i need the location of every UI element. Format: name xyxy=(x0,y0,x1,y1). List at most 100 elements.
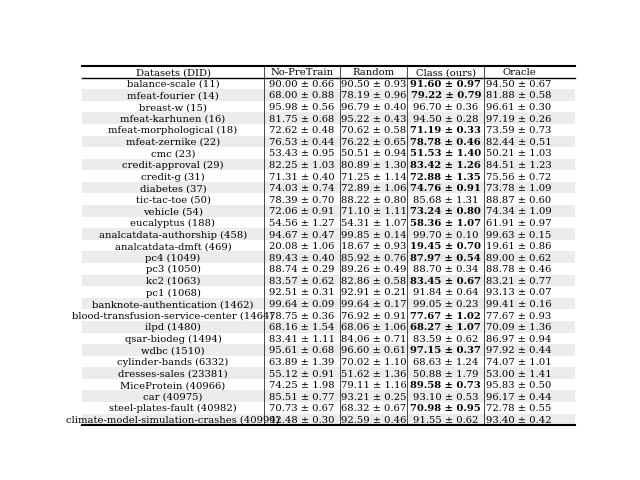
Text: 19.61 ± 0.86: 19.61 ± 0.86 xyxy=(486,241,552,251)
Text: blood-transfusion-service-center (1464): blood-transfusion-service-center (1464) xyxy=(72,311,274,320)
Text: analcatdata-dmft (469): analcatdata-dmft (469) xyxy=(115,241,232,251)
Text: kc2 (1063): kc2 (1063) xyxy=(146,276,200,285)
Text: Random: Random xyxy=(353,68,395,77)
Text: 73.59 ± 0.73: 73.59 ± 0.73 xyxy=(486,126,552,135)
Text: 19.45 ± 0.70: 19.45 ± 0.70 xyxy=(410,241,481,251)
Text: 88.74 ± 0.29: 88.74 ± 0.29 xyxy=(269,265,335,274)
Text: 91.84 ± 0.64: 91.84 ± 0.64 xyxy=(413,288,479,297)
Text: 74.03 ± 0.74: 74.03 ± 0.74 xyxy=(269,184,335,193)
Text: 92.48 ± 0.30: 92.48 ± 0.30 xyxy=(269,415,335,424)
Text: 97.92 ± 0.44: 97.92 ± 0.44 xyxy=(486,346,552,355)
Text: 93.10 ± 0.53: 93.10 ± 0.53 xyxy=(413,392,479,401)
Text: 51.53 ± 1.40: 51.53 ± 1.40 xyxy=(410,149,481,158)
Text: vehicle (54): vehicle (54) xyxy=(143,207,203,216)
Text: dresses-sales (23381): dresses-sales (23381) xyxy=(118,369,228,378)
Text: wdbc (1510): wdbc (1510) xyxy=(141,346,205,355)
Text: 73.24 ± 0.80: 73.24 ± 0.80 xyxy=(410,207,481,216)
Bar xyxy=(83,275,575,287)
Text: 77.67 ± 0.93: 77.67 ± 0.93 xyxy=(486,311,552,320)
Text: No-PreTrain: No-PreTrain xyxy=(270,68,333,77)
Text: 78.39 ± 0.70: 78.39 ± 0.70 xyxy=(269,195,335,204)
Bar xyxy=(83,113,575,125)
Text: mfeat-fourier (14): mfeat-fourier (14) xyxy=(127,91,219,100)
Text: 77.67 ± 1.02: 77.67 ± 1.02 xyxy=(410,311,481,320)
Text: 92.91 ± 0.21: 92.91 ± 0.21 xyxy=(341,288,406,297)
Text: 58.36 ± 1.07: 58.36 ± 1.07 xyxy=(410,218,481,228)
Text: 93.40 ± 0.42: 93.40 ± 0.42 xyxy=(486,415,552,424)
Text: 72.62 ± 0.48: 72.62 ± 0.48 xyxy=(269,126,335,135)
Text: 70.98 ± 0.95: 70.98 ± 0.95 xyxy=(410,404,481,412)
Text: 50.51 ± 0.94: 50.51 ± 0.94 xyxy=(341,149,406,158)
Text: 83.59 ± 0.62: 83.59 ± 0.62 xyxy=(413,334,479,343)
Text: 99.05 ± 0.23: 99.05 ± 0.23 xyxy=(413,300,479,309)
Text: 96.79 ± 0.40: 96.79 ± 0.40 xyxy=(341,103,406,112)
Text: 70.09 ± 1.36: 70.09 ± 1.36 xyxy=(486,323,552,332)
Bar xyxy=(83,136,575,148)
Text: 81.75 ± 0.68: 81.75 ± 0.68 xyxy=(269,114,335,123)
Text: 51.62 ± 1.36: 51.62 ± 1.36 xyxy=(341,369,406,378)
Text: 96.60 ± 0.61: 96.60 ± 0.61 xyxy=(341,346,406,355)
Text: 94.50 ± 0.28: 94.50 ± 0.28 xyxy=(413,114,479,123)
Text: 89.43 ± 0.40: 89.43 ± 0.40 xyxy=(269,253,335,262)
Bar xyxy=(83,90,575,102)
Text: 71.19 ± 0.33: 71.19 ± 0.33 xyxy=(410,126,481,135)
Text: cmc (23): cmc (23) xyxy=(151,149,195,158)
Text: 99.85 ± 0.14: 99.85 ± 0.14 xyxy=(341,230,406,239)
Text: credit-g (31): credit-g (31) xyxy=(141,172,205,181)
Text: Oracle: Oracle xyxy=(502,68,536,77)
Bar xyxy=(83,182,575,194)
Text: 93.13 ± 0.07: 93.13 ± 0.07 xyxy=(486,288,552,297)
Text: 68.63 ± 1.24: 68.63 ± 1.24 xyxy=(413,357,479,366)
Text: 85.92 ± 0.76: 85.92 ± 0.76 xyxy=(341,253,406,262)
Text: 68.00 ± 0.88: 68.00 ± 0.88 xyxy=(269,91,335,100)
Text: 54.56 ± 1.27: 54.56 ± 1.27 xyxy=(269,218,335,228)
Text: 99.64 ± 0.09: 99.64 ± 0.09 xyxy=(269,300,335,309)
Text: 78.75 ± 0.36: 78.75 ± 0.36 xyxy=(269,311,335,320)
Text: 76.22 ± 0.65: 76.22 ± 0.65 xyxy=(341,138,406,146)
Text: 90.00 ± 0.66: 90.00 ± 0.66 xyxy=(269,80,335,89)
Text: 71.10 ± 1.11: 71.10 ± 1.11 xyxy=(341,207,407,216)
Text: 85.51 ± 0.77: 85.51 ± 0.77 xyxy=(269,392,335,401)
Text: 96.70 ± 0.36: 96.70 ± 0.36 xyxy=(413,103,478,112)
Text: 83.57 ± 0.62: 83.57 ± 0.62 xyxy=(269,276,335,285)
Text: 96.61 ± 0.30: 96.61 ± 0.30 xyxy=(486,103,552,112)
Text: 76.53 ± 0.44: 76.53 ± 0.44 xyxy=(269,138,335,146)
Text: 95.22 ± 0.43: 95.22 ± 0.43 xyxy=(341,114,406,123)
Text: tic-tac-toe (50): tic-tac-toe (50) xyxy=(136,195,211,204)
Text: 79.11 ± 1.16: 79.11 ± 1.16 xyxy=(341,380,407,389)
Bar xyxy=(83,229,575,240)
Text: 82.25 ± 1.03: 82.25 ± 1.03 xyxy=(269,161,335,169)
Bar xyxy=(83,298,575,310)
Text: 79.22 ± 0.79: 79.22 ± 0.79 xyxy=(410,91,481,100)
Text: Class (ours): Class (ours) xyxy=(416,68,476,77)
Text: 95.98 ± 0.56: 95.98 ± 0.56 xyxy=(269,103,335,112)
Text: 68.16 ± 1.54: 68.16 ± 1.54 xyxy=(269,323,335,332)
Text: 70.62 ± 0.58: 70.62 ± 0.58 xyxy=(341,126,406,135)
Text: 73.78 ± 1.09: 73.78 ± 1.09 xyxy=(486,184,552,193)
Text: MiceProtein (40966): MiceProtein (40966) xyxy=(120,380,226,389)
Text: 96.17 ± 0.44: 96.17 ± 0.44 xyxy=(486,392,552,401)
Text: 84.06 ± 0.71: 84.06 ± 0.71 xyxy=(341,334,406,343)
Text: 83.42 ± 1.26: 83.42 ± 1.26 xyxy=(410,161,481,169)
Text: 82.86 ± 0.58: 82.86 ± 0.58 xyxy=(341,276,406,285)
Text: cylinder-bands (6332): cylinder-bands (6332) xyxy=(117,357,228,366)
Text: 82.44 ± 0.51: 82.44 ± 0.51 xyxy=(486,138,552,146)
Text: 99.64 ± 0.17: 99.64 ± 0.17 xyxy=(341,300,406,309)
Text: 72.78 ± 0.55: 72.78 ± 0.55 xyxy=(486,404,552,412)
Text: 83.41 ± 1.11: 83.41 ± 1.11 xyxy=(269,334,335,343)
Text: steel-plates-fault (40982): steel-plates-fault (40982) xyxy=(109,404,237,412)
Text: 91.55 ± 0.62: 91.55 ± 0.62 xyxy=(413,415,479,424)
Text: 54.31 ± 1.07: 54.31 ± 1.07 xyxy=(341,218,407,228)
Bar xyxy=(83,205,575,217)
Text: 74.07 ± 1.01: 74.07 ± 1.01 xyxy=(486,357,552,366)
Text: 63.89 ± 1.39: 63.89 ± 1.39 xyxy=(269,357,335,366)
Text: 61.91 ± 0.97: 61.91 ± 0.97 xyxy=(486,218,552,228)
Text: 18.67 ± 0.93: 18.67 ± 0.93 xyxy=(341,241,406,251)
Text: 78.19 ± 0.96: 78.19 ± 0.96 xyxy=(341,91,406,100)
Bar xyxy=(83,159,575,171)
Text: 97.19 ± 0.26: 97.19 ± 0.26 xyxy=(486,114,552,123)
Text: 71.31 ± 0.40: 71.31 ± 0.40 xyxy=(269,172,335,181)
Text: 80.89 ± 1.30: 80.89 ± 1.30 xyxy=(341,161,406,169)
Text: 50.21 ± 1.03: 50.21 ± 1.03 xyxy=(486,149,552,158)
Text: 81.88 ± 0.58: 81.88 ± 0.58 xyxy=(486,91,552,100)
